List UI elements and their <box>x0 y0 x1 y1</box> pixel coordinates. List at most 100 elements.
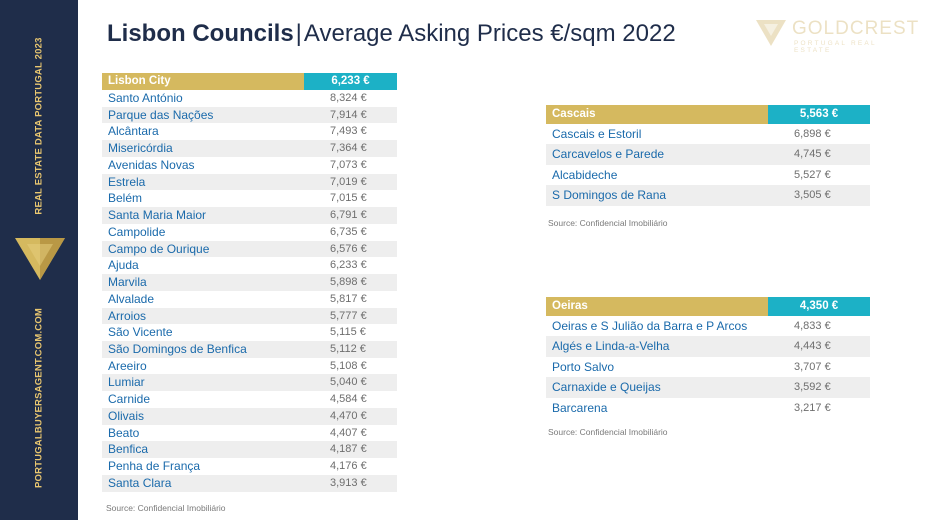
row-name: Belém <box>108 191 143 206</box>
table-row: Olivais 4,470 € <box>102 407 397 425</box>
table-row: Marvila 5,898 € <box>102 274 397 291</box>
header-name: Oeiras <box>546 297 768 316</box>
table-row: Santa Maria Maior 6,791 € <box>102 207 397 224</box>
title-rest: Average Asking Prices €/sqm 2022 <box>303 20 676 47</box>
header-value: 4,350 € <box>768 297 870 316</box>
row-name: Benfica <box>108 442 149 457</box>
table-row: Carnide 4,584 € <box>102 391 397 408</box>
brand-subtitle: PORTUGAL REAL ESTATE <box>794 40 877 54</box>
table-row: Lumiar 5,040 € <box>102 374 397 392</box>
table-row: São Vicente 5,115 € <box>102 324 397 341</box>
table-row: Avenidas Novas 7,073 € <box>102 157 397 174</box>
table-row: Arroios 5,777 € <box>102 307 397 325</box>
row-name: Lumiar <box>108 375 145 390</box>
row-name: Misericórdia <box>108 141 173 156</box>
row-name: Marvila <box>108 275 147 290</box>
table-row: Penha de França 4,176 € <box>102 458 397 475</box>
goldcrest-triangle-icon <box>756 20 786 46</box>
cascais-table: Cascais 5,563 € Cascais e Estoril 6,898 €… <box>546 105 870 206</box>
row-name: Arroios <box>108 308 147 323</box>
oeiras-table: Oeiras 4,350 € Oeiras e S Julião da Barr… <box>546 297 870 418</box>
row-name: Olivais <box>108 408 145 423</box>
header-value: 6,233 € <box>304 73 397 90</box>
row-value: 7,493 € <box>330 125 367 138</box>
table-row: Santo António 8,324 € <box>102 90 397 107</box>
sidebar: REAL ESTATE DATA PORTUGAL 2023 PORTUGALB… <box>0 0 78 520</box>
cascais-source-note: Source: Confidencial Imobiliário <box>548 218 668 228</box>
row-value: 6,576 € <box>330 242 367 255</box>
row-value: 5,040 € <box>330 376 367 389</box>
row-name: Campolide <box>108 224 166 239</box>
row-name: Carnaxide e Queijas <box>552 380 661 395</box>
table-row: Benfica 4,187 € <box>102 441 397 459</box>
row-value: 3,913 € <box>330 476 367 489</box>
brand-logo: GOLDCREST PORTUGAL REAL ESTATE <box>756 16 918 54</box>
row-name: Campo de Ourique <box>108 241 210 256</box>
table-row: Oeiras e S Julião da Barra e P Arcos 4,83… <box>546 316 870 336</box>
table-header: Lisbon City 6,233 € <box>102 73 397 90</box>
row-value: 8,324 € <box>330 92 367 104</box>
table-header: Oeiras 4,350 € <box>546 297 870 316</box>
row-value: 7,914 € <box>330 108 367 121</box>
sidebar-bottom-text: PORTUGALBUYERSAGENT.COM.COM <box>33 307 45 489</box>
row-value: 4,407 € <box>330 426 367 439</box>
table-row: Misericórdia 7,364 € <box>102 140 397 157</box>
row-value: 4,833 € <box>794 320 831 332</box>
row-value: 4,443 € <box>794 340 831 353</box>
table-row: Alcântara 7,493 € <box>102 123 397 140</box>
row-value: 6,233 € <box>330 259 367 272</box>
row-value: 5,898 € <box>330 276 367 289</box>
row-value: 7,073 € <box>330 158 367 171</box>
row-value: 4,187 € <box>330 443 367 456</box>
row-value: 6,898 € <box>794 128 831 140</box>
row-name: Estrela <box>108 174 146 189</box>
table-row: Belém 7,015 € <box>102 190 397 207</box>
table-header: Cascais 5,563 € <box>546 105 870 124</box>
page-title: Lisbon Councils|Average Asking Prices €/… <box>107 20 676 48</box>
row-value: 7,019 € <box>330 175 367 188</box>
table-row: Estrela 7,019 € <box>102 173 397 191</box>
row-name: Areeiro <box>108 358 147 373</box>
row-name: Cascais e Estoril <box>552 127 642 141</box>
row-name: Ajuda <box>108 258 139 273</box>
title-strong: Lisbon Councils <box>107 20 294 47</box>
row-name: Algés e Linda-a-Velha <box>552 339 670 354</box>
row-name: Parque das Nações <box>108 107 214 122</box>
table-row: Alcabideche 5,527 € <box>546 165 870 185</box>
row-name: Carnide <box>108 392 151 407</box>
gold-triangle-logo-icon <box>15 238 65 280</box>
table-row: Santa Clara 3,913 € <box>102 474 397 492</box>
row-name: Santa Clara <box>108 475 172 490</box>
row-value: 5,115 € <box>330 326 366 339</box>
row-name: São Domingos de Benfica <box>108 342 247 357</box>
row-value: 5,112 € <box>330 343 366 356</box>
row-value: 5,527 € <box>794 168 831 181</box>
title-separator: | <box>295 20 302 47</box>
row-name: Penha de França <box>108 459 201 474</box>
row-value: 4,584 € <box>330 393 367 406</box>
row-name: Alvalade <box>108 291 155 306</box>
row-value: 5,108 € <box>330 359 367 372</box>
row-value: 7,015 € <box>330 192 367 205</box>
row-name: São Vicente <box>108 325 173 340</box>
row-name: Avenidas Novas <box>108 157 195 172</box>
table-row: São Domingos de Benfica 5,112 € <box>102 341 397 358</box>
header-name: Lisbon City <box>102 73 304 90</box>
sidebar-top-text: REAL ESTATE DATA PORTUGAL 2023 <box>33 37 45 215</box>
lisbon-source-note: Source: Confidencial Imobiliário <box>106 503 226 513</box>
row-value: 3,505 € <box>794 189 831 202</box>
row-value: 6,791 € <box>330 209 367 222</box>
row-value: 3,217 € <box>794 401 831 414</box>
row-name: Carcavelos e Parede <box>552 147 665 162</box>
table-row: Porto Salvo 3,707 € <box>546 357 870 377</box>
row-name: Alcântara <box>108 124 159 139</box>
row-value: 4,470 € <box>330 409 367 422</box>
row-name: Oeiras e S Julião da Barra e P Arcos <box>552 319 748 333</box>
row-value: 3,707 € <box>794 360 831 373</box>
table-row: Cascais e Estoril 6,898 € <box>546 124 870 144</box>
table-row: Carcavelos e Parede 4,745 € <box>546 144 870 165</box>
table-row: Carnaxide e Queijas 3,592 € <box>546 377 870 398</box>
table-row: Campo de Ourique 6,576 € <box>102 240 397 258</box>
row-value: 6,735 € <box>330 225 367 238</box>
header-name: Cascais <box>546 105 768 124</box>
